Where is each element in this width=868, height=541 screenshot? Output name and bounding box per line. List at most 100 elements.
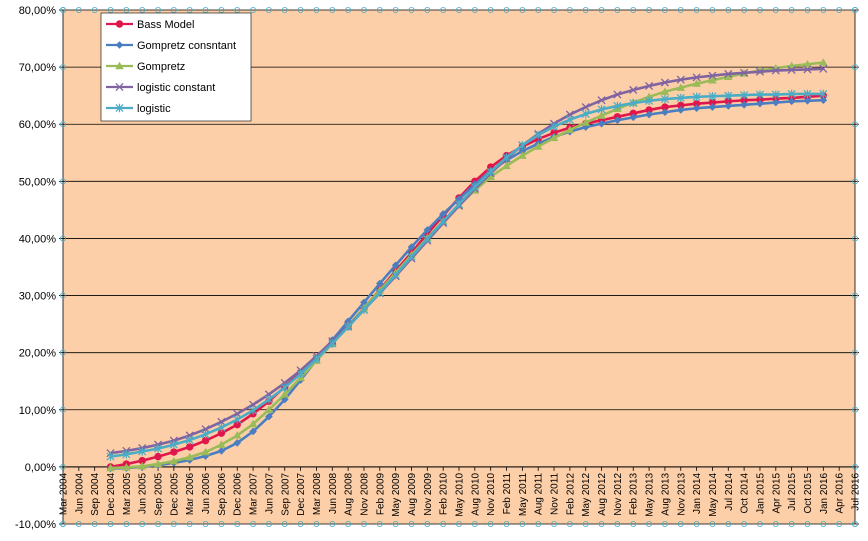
data-point — [138, 447, 147, 456]
data-point — [407, 243, 416, 251]
data-point — [629, 85, 638, 95]
data-point — [232, 431, 242, 439]
right-tick-dot — [852, 178, 859, 185]
x-tick-label: Jun 2005 — [138, 472, 149, 514]
x-tick-label: Apr 2015 — [771, 472, 782, 513]
data-point — [518, 151, 527, 159]
data-point — [660, 78, 669, 87]
data-point — [486, 172, 495, 180]
y-tick-label: 30,00% — [19, 291, 57, 303]
bottom-tick-dot — [329, 521, 336, 528]
top-tick-dot — [820, 7, 827, 13]
data-point — [676, 75, 685, 84]
x-tick-label: Oct 2014 — [740, 472, 751, 513]
bottom-tick-dot — [376, 521, 383, 528]
data-point — [629, 113, 638, 122]
data-point — [201, 430, 210, 439]
data-point — [360, 298, 368, 307]
top-tick-dot — [170, 7, 177, 13]
left-tick-dot — [60, 235, 67, 242]
bottom-tick-dot — [582, 521, 589, 528]
data-point — [217, 440, 226, 448]
x-tick-label: Sep 2004 — [90, 472, 101, 515]
y-tick-label: 80,00% — [19, 5, 57, 17]
bottom-tick-dot — [123, 521, 130, 528]
top-tick-dot — [250, 7, 257, 13]
data-point — [169, 440, 178, 449]
top-tick-dot — [614, 7, 621, 13]
bottom-tick-dot — [440, 521, 447, 528]
x-tick-label: Mar 2005 — [122, 472, 133, 515]
data-point — [708, 71, 717, 80]
data-point — [122, 463, 131, 471]
legend-label-3: logistic constant — [137, 82, 215, 94]
legend-marker-1 — [115, 41, 124, 49]
x-tick-label: May 2012 — [581, 472, 592, 516]
top-tick-dot — [551, 7, 558, 13]
bottom-tick-dot — [503, 521, 510, 528]
bottom-tick-dot — [551, 521, 558, 528]
data-point — [359, 305, 368, 315]
top-tick-dot — [155, 7, 162, 13]
bottom-tick-dot — [677, 521, 684, 528]
top-tick-dot — [408, 7, 415, 13]
data-point — [153, 459, 163, 468]
x-tick-label: Jan 2014 — [692, 472, 703, 514]
data-point — [597, 111, 606, 119]
legend-marker-3 — [115, 82, 124, 92]
data-point — [154, 452, 162, 461]
data-point — [185, 452, 195, 461]
top-tick-dot — [218, 7, 225, 13]
data-point — [645, 81, 654, 91]
data-point — [723, 72, 733, 81]
data-point — [708, 92, 717, 101]
data-point — [296, 369, 305, 378]
top-tick-dot — [91, 7, 98, 13]
x-tick-label: May 2010 — [455, 472, 466, 516]
data-point — [787, 65, 796, 75]
data-point — [549, 133, 559, 142]
bottom-tick-dot — [408, 521, 415, 528]
left-tick-dot — [60, 349, 67, 356]
bottom-tick-dot — [820, 521, 827, 528]
bottom-tick-dot — [234, 521, 241, 528]
left-tick-dot — [60, 121, 67, 128]
bottom-tick-dot — [170, 521, 177, 528]
data-point — [581, 109, 590, 119]
top-tick-dot — [186, 7, 193, 13]
legend-label-2: Gompretz — [137, 61, 185, 73]
data-point — [755, 90, 764, 99]
top-tick-dot — [741, 7, 748, 13]
top-tick-dot — [788, 7, 795, 13]
legend-marker-4 — [115, 103, 124, 113]
top-tick-dot — [139, 7, 146, 13]
series-layer — [106, 58, 828, 473]
data-point — [391, 270, 400, 280]
x-tick-label: Nov 2008 — [359, 472, 370, 515]
data-point — [803, 59, 812, 68]
x-tick-label: Nov 2010 — [486, 472, 497, 515]
data-point — [264, 395, 273, 404]
data-point — [708, 75, 717, 84]
x-tick-label: Dec 2004 — [106, 472, 117, 515]
right-tick-dot — [852, 64, 859, 71]
y-tick-label: 50,00% — [19, 176, 57, 188]
data-point — [565, 125, 575, 134]
bottom-tick-dot — [91, 521, 98, 528]
x-tick-label: Oct 2015 — [803, 472, 814, 513]
right-tick-dot — [852, 235, 859, 242]
data-point — [233, 409, 242, 418]
x-tick-label: Sep 2007 — [280, 472, 291, 515]
data-point — [676, 83, 686, 91]
x-tick-label: Feb 2012 — [565, 472, 576, 515]
x-tick-label: Jun 2008 — [328, 472, 339, 514]
data-point — [217, 447, 226, 455]
bottom-tick-dot — [725, 521, 732, 528]
y-tick-label: 70,00% — [19, 62, 57, 74]
top-tick-dot — [598, 7, 605, 13]
data-point — [217, 417, 226, 426]
right-tick-dot — [852, 406, 859, 413]
data-point — [660, 87, 670, 95]
data-point — [391, 261, 400, 270]
data-point — [534, 130, 543, 140]
